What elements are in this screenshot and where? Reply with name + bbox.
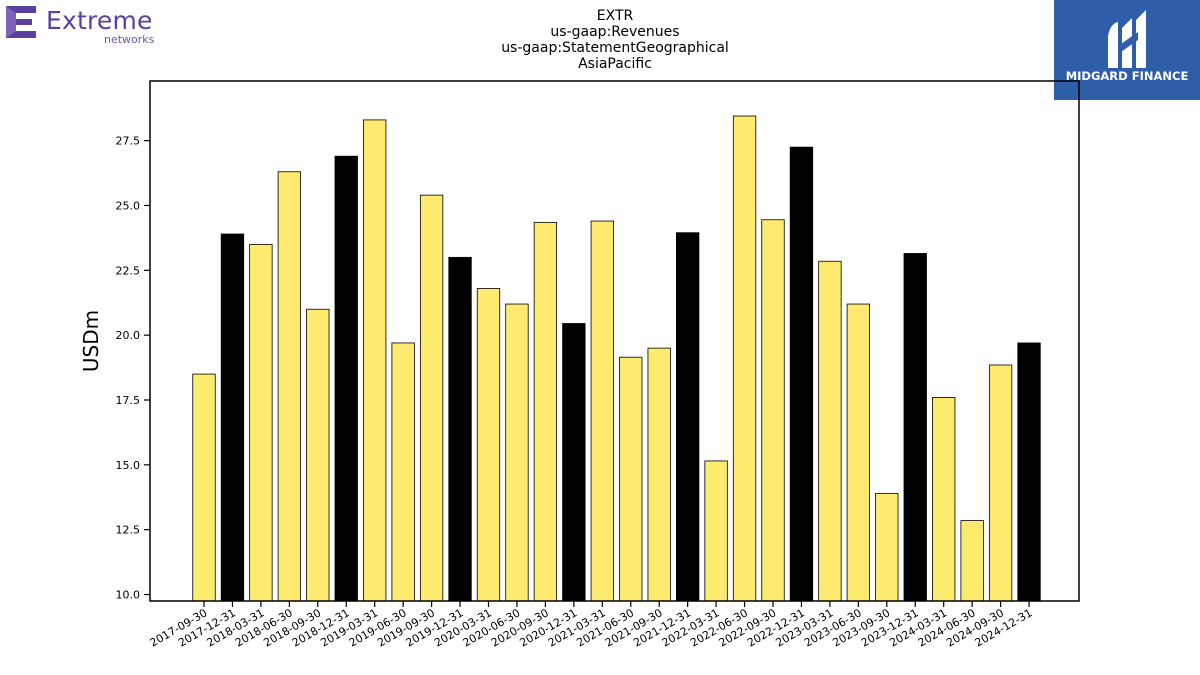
bar (590, 220, 614, 602)
y-tick-label: 27.5 (116, 135, 141, 148)
bar-series (192, 115, 1041, 602)
chart-title-line: us-gaap:StatementGeographical (501, 40, 729, 56)
bar (619, 356, 643, 602)
y-tick-label: 15.0 (116, 459, 141, 472)
chart-title-line: us-gaap:Revenues (550, 24, 679, 40)
bar (476, 288, 501, 602)
bar (505, 303, 529, 602)
bar (789, 146, 814, 602)
bar (419, 194, 444, 602)
bar (1017, 342, 1041, 602)
bar (846, 303, 870, 602)
bar (761, 219, 785, 602)
bar (818, 260, 842, 602)
bar (875, 492, 899, 602)
extreme-logo-icon (6, 6, 36, 38)
bar (533, 221, 558, 602)
y-tick-label: 10.0 (116, 589, 141, 602)
bar (334, 155, 358, 602)
y-axis-label: USDm (79, 310, 103, 372)
bar (562, 323, 586, 602)
extreme-logo-name: Extreme (46, 6, 153, 35)
midgard-logo-icon (1108, 10, 1146, 68)
bar (306, 308, 330, 602)
y-tick-label: 25.0 (116, 199, 141, 212)
midgard-finance-logo: MIDGARD FINANCE (1054, 0, 1200, 100)
bar (732, 115, 757, 602)
chart-title-line: AsiaPacific (578, 56, 652, 72)
y-tick-label: 20.0 (116, 329, 141, 342)
y-axis: 10.0 12.5 15.0 17.5 20.0 22.5 25.0 27.5 (116, 135, 150, 602)
bar (220, 233, 245, 602)
bar (249, 243, 273, 602)
bar (676, 232, 700, 602)
bar (932, 397, 956, 602)
bar (960, 520, 984, 602)
midgard-logo-name: MIDGARD FINANCE (1065, 69, 1189, 83)
bar (704, 460, 728, 602)
y-tick-label: 22.5 (116, 264, 141, 277)
extreme-networks-logo: Extreme networks (4, 4, 179, 48)
bar (647, 347, 671, 602)
plot-frame (149, 80, 1080, 602)
bar (277, 171, 302, 602)
bar (363, 119, 387, 602)
bar (988, 364, 1013, 602)
bar (192, 373, 216, 602)
bar (903, 253, 927, 602)
chart-title: EXTRus-gaap:Revenuesus-gaap:StatementGeo… (501, 8, 729, 72)
extreme-logo-sub: networks (104, 33, 155, 46)
x-axis: 2017-09-302017-12-312018-03-312018-06-30… (148, 601, 1035, 650)
y-tick-label: 17.5 (116, 394, 141, 407)
chart-title-line: EXTR (597, 8, 634, 24)
bar (448, 256, 472, 602)
y-tick-label: 12.5 (116, 524, 141, 537)
bar (391, 342, 415, 602)
